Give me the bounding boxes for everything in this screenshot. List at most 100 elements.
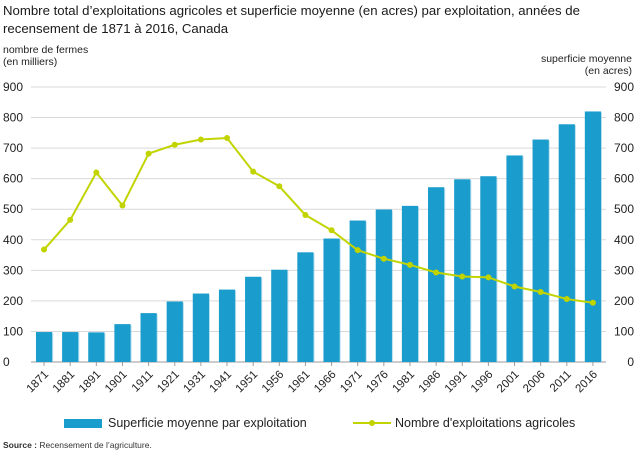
line-point [145,150,152,157]
right-y-ticks: 0 100 200 300 400 500 600 700 800 900 [614,80,634,369]
x-tick-label: 1961 [286,369,313,396]
x-tick-label: 2006 [521,369,548,396]
left-axis-title: nombre de fermes (en milliers) [3,44,88,68]
bar [62,332,79,362]
x-tick-label: 1901 [103,369,130,396]
legend-line-label: Nombre d'exploitations agricoles [395,416,576,430]
legend-item-line: Nombre d'exploitations agricoles [353,416,575,430]
y-tick-left: 300 [3,263,23,277]
x-tick-label: 1951 [234,369,261,396]
y-tick-left: 500 [3,202,23,216]
bar [584,111,602,362]
line-point [250,168,257,175]
y-tick-left: 800 [3,111,23,125]
line-point [41,246,48,253]
bar [166,301,183,362]
bar [192,293,209,362]
bar [35,332,53,362]
line-series [41,135,596,306]
x-tick-label: 1981 [391,369,418,396]
y-tick-right: 100 [614,324,634,338]
x-tick-label: 1991 [443,369,470,396]
line-point [459,273,466,280]
y-tick-right: 500 [614,202,634,216]
line-point [197,136,204,143]
bar-series [35,111,603,363]
x-tick-label: 2001 [495,369,522,396]
bar [297,252,314,362]
line-point [93,169,100,176]
y-tick-left: 0 [3,355,10,369]
line-point [406,261,413,268]
x-tick-label: 1891 [77,369,104,396]
x-tick-label: 2011 [548,369,574,395]
bar [88,332,105,362]
line-point [537,289,544,296]
y-tick-left: 900 [3,80,23,94]
source-note: Source : Recensement de l’agriculture. [3,440,152,450]
legend-bar-swatch [64,418,102,428]
line-point [563,296,570,303]
right-axis-title: superficie moyenne (en acres) [541,53,632,77]
x-tick-label: 1996 [469,369,496,396]
y-tick-left: 600 [3,172,23,186]
line-point [380,255,387,262]
line-point [511,283,518,290]
x-tick-label: 2016 [573,369,600,396]
x-tick-label: 1871 [25,369,52,396]
bar [245,276,262,362]
x-tick-label: 1881 [51,369,78,396]
y-tick-right: 700 [614,141,634,155]
left-axis-title-line-1: nombre de fermes [3,44,89,56]
y-tick-left: 400 [3,233,23,247]
y-tick-right: 0 [627,355,634,369]
right-axis-title-line-1: superficie moyenne [540,53,632,65]
legend-bars-label: Superficie moyenne par exploitation [108,416,307,430]
line-point [224,135,231,142]
y-tick-left: 200 [3,294,23,308]
line-point [433,269,440,276]
y-tick-right: 300 [614,263,634,277]
y-tick-right: 200 [614,294,634,308]
bar [140,313,157,362]
y-tick-right: 400 [614,233,634,247]
y-tick-right: 600 [614,172,634,186]
left-y-ticks: 0 100 200 300 400 500 600 700 800 900 [3,80,23,369]
left-axis-title-line-2: (en milliers) [3,56,58,68]
line-point [67,216,74,223]
x-tick-label: 1931 [181,369,208,396]
source-text: Recensement de l’agriculture. [37,440,152,450]
bar [401,205,419,362]
line-path [43,136,594,304]
line-point [589,299,596,306]
bar [532,139,549,362]
bar [480,176,497,362]
bar [114,324,131,362]
line-point [276,183,283,190]
y-tick-right: 900 [614,80,634,94]
chart-title: Nombre total d’exploitations agricoles e… [3,3,580,36]
bar [323,238,340,362]
x-tick-label: 1971 [338,369,365,396]
bar [218,289,236,362]
bar [375,209,392,362]
line-point [119,202,126,209]
bar [271,269,288,362]
bar [558,124,575,363]
x-ticks: 1871 1881 1891 1901 1911 1921 1931 1941 1951 1956… [25,362,600,395]
right-axis-title-line-2: (en acres) [584,65,632,77]
legend-line-swatch [353,417,391,429]
line-point [485,274,492,281]
legend-item-bars: Superficie moyenne par exploitation [64,416,307,430]
line-point [302,212,309,219]
x-tick-label: 1976 [364,369,391,396]
x-tick-label: 1986 [417,369,444,396]
y-tick-right: 800 [614,111,634,125]
line-point [328,227,335,234]
x-tick-label: 1966 [312,369,339,396]
x-tick-label: 1921 [155,369,182,396]
line-point [354,247,361,254]
y-tick-left: 700 [3,141,23,155]
y-tick-left: 100 [3,324,23,338]
